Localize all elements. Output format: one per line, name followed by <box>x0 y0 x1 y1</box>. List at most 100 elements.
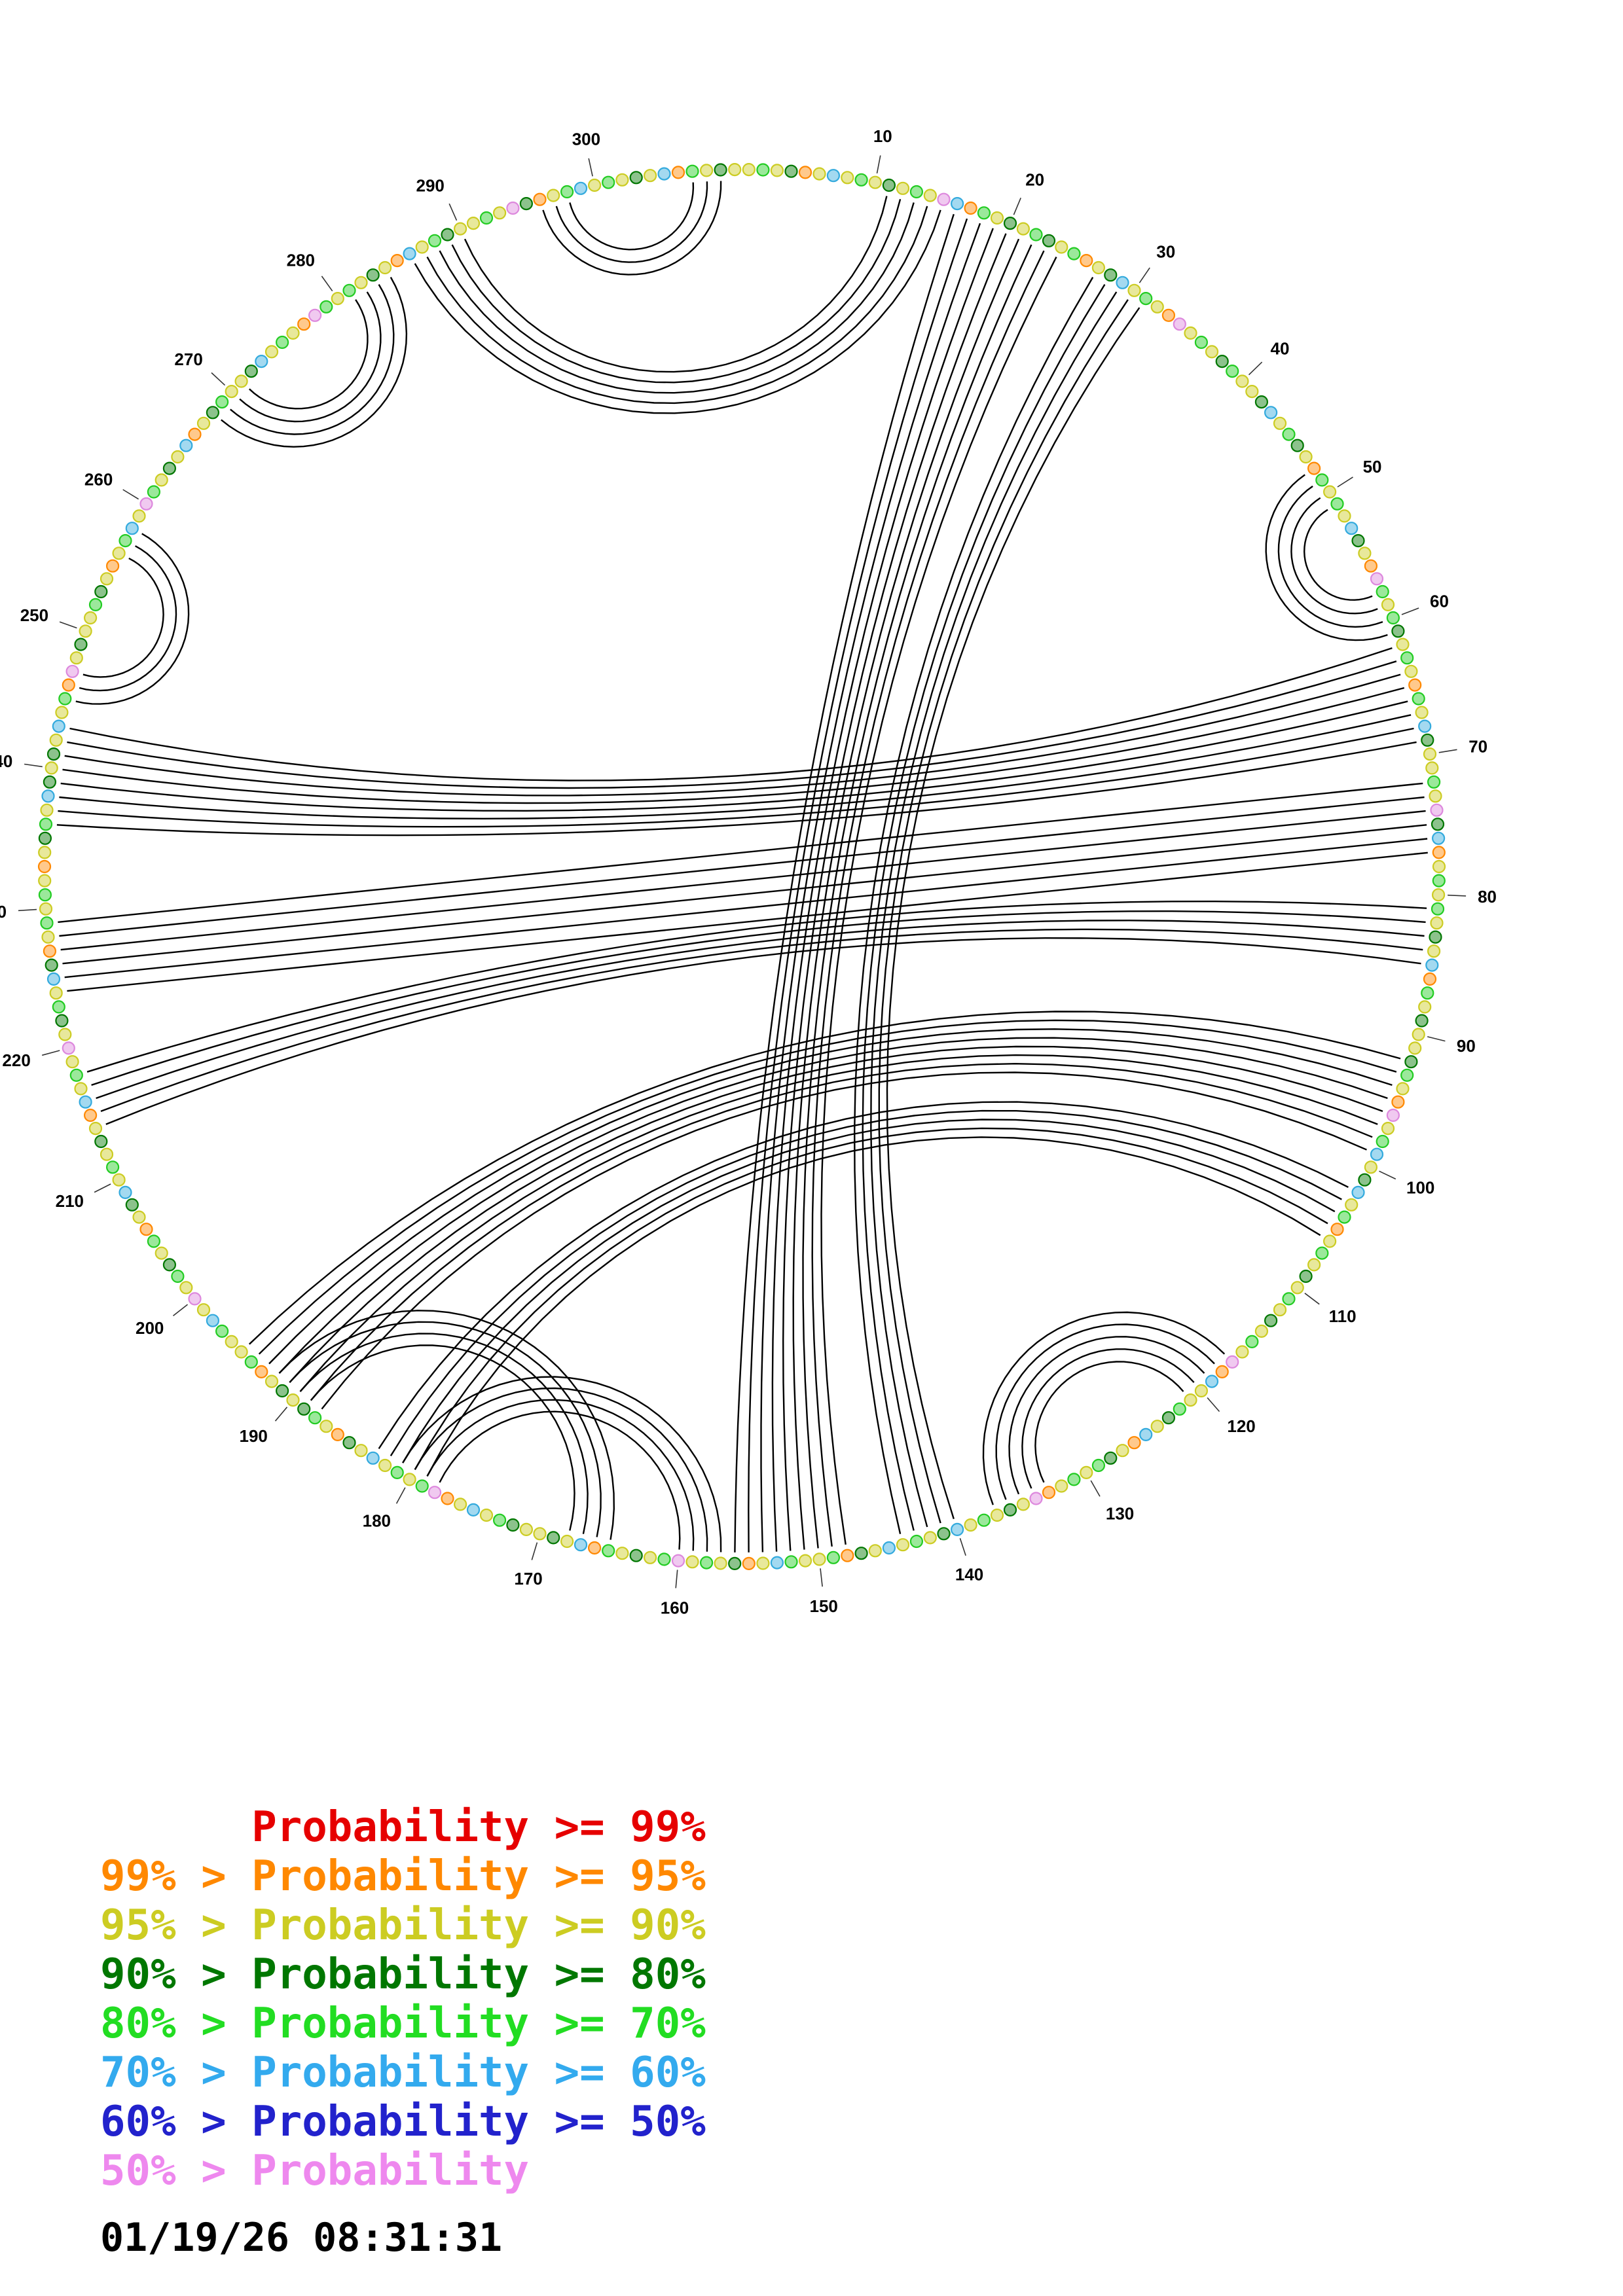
nucleotide-dot <box>492 1513 507 1527</box>
nucleotide-dot <box>685 1555 699 1569</box>
nucleotide-dot <box>1299 1269 1313 1283</box>
nucleotide-dot <box>286 326 300 340</box>
nucleotide-dot <box>378 260 392 275</box>
nucleotide-dot <box>58 692 72 706</box>
basepair-arc <box>995 1323 1215 1500</box>
nucleotide-dot <box>1391 1095 1405 1109</box>
nucleotide-dot <box>1139 292 1153 306</box>
nucleotide-dot <box>519 197 534 211</box>
nucleotide-dot <box>1322 485 1337 499</box>
nucleotide-dot <box>1425 958 1439 972</box>
nucleotide-dot <box>714 163 727 177</box>
nucleotide-dot <box>215 1324 229 1338</box>
tick-line <box>18 908 37 912</box>
nucleotide-dot <box>378 1458 392 1473</box>
tick-line <box>1438 749 1457 753</box>
basepair-arc <box>792 238 1020 1550</box>
nucleotide-dot <box>854 173 868 187</box>
nucleotide-dot <box>826 1551 841 1564</box>
nucleotide-dot <box>533 1527 547 1541</box>
basepair-arc <box>802 244 1032 1549</box>
legend-row-80-90: 90% > Probability >= 80% <box>100 1950 706 1999</box>
nucleotide-dot <box>264 1374 279 1388</box>
nucleotide-dot <box>671 166 685 179</box>
nucleotide-dot <box>106 559 120 573</box>
nucleotide-dot <box>1173 317 1186 331</box>
nucleotide-dot <box>1423 747 1437 761</box>
nucleotide-dot <box>1415 706 1429 719</box>
nucleotide-dot <box>1421 986 1434 1000</box>
nucleotide-dot <box>1016 1498 1030 1511</box>
nucleotide-dot <box>1338 509 1351 523</box>
nucleotide-dot <box>506 201 520 215</box>
nucleotide-dot <box>742 1556 756 1570</box>
nucleotide-dot <box>155 473 168 487</box>
basepair-arc <box>414 1387 708 1552</box>
nucleotide-dot <box>587 178 602 192</box>
basepair-arc <box>310 1344 575 1531</box>
nucleotide-dot <box>519 1522 534 1536</box>
arc-layer <box>56 181 1428 1552</box>
probability-legend: Probability >= 99% 99% > Probability >= … <box>100 1803 706 2261</box>
nucleotide-dot <box>1299 450 1313 464</box>
position-label: 140 <box>955 1564 983 1584</box>
nucleotide-dot <box>390 1465 404 1479</box>
basepair-arc <box>555 181 708 263</box>
nucleotide-dot <box>69 1068 83 1082</box>
position-label: 10 <box>873 126 892 146</box>
tick-line <box>448 203 458 221</box>
nucleotide-dot <box>1351 1185 1365 1200</box>
basepair-arc <box>248 1011 1401 1345</box>
nucleotide-dot <box>74 1082 88 1096</box>
nucleotide-dot <box>69 651 83 665</box>
nucleotide-dot <box>88 1121 103 1136</box>
nucleotide-dot <box>1432 888 1446 902</box>
nucleotide-dot <box>1264 406 1278 420</box>
nucleotide-dot <box>1358 1173 1372 1187</box>
nucleotide-dot <box>55 706 69 719</box>
nucleotide-dot <box>415 240 429 254</box>
position-label: 180 <box>363 1511 391 1531</box>
nucleotide-dot <box>1273 416 1287 430</box>
nucleotide-dot <box>354 1444 368 1458</box>
nucleotide-dot <box>39 902 53 916</box>
basepair-arc <box>64 838 1428 978</box>
nucleotide-dot <box>37 859 52 874</box>
nucleotide-dot <box>1376 1134 1389 1149</box>
nucleotide-dot <box>1067 247 1081 260</box>
nucleotide-dot <box>1055 240 1068 254</box>
nucleotide-dot <box>1091 260 1106 275</box>
nucleotide-dot <box>38 874 52 888</box>
nucleotide-dot <box>728 1556 742 1570</box>
basepair-arc <box>289 1045 1383 1384</box>
tick-line <box>1337 476 1353 488</box>
nucleotide-dot <box>1254 1324 1269 1338</box>
nucleotide-dot <box>1282 1292 1296 1306</box>
nucleotide-dot <box>1104 268 1118 282</box>
nucleotide-dot <box>685 164 699 178</box>
legend-row-90-95: 95% > Probability >= 90% <box>100 1901 706 1950</box>
basepair-arc <box>378 1101 1349 1450</box>
basepair-arc <box>62 824 1427 965</box>
basepair-arc <box>278 1310 615 1540</box>
nucleotide-dot <box>1003 1503 1017 1516</box>
basepair-arc <box>402 1119 1336 1463</box>
basepair-arc <box>79 545 177 692</box>
tick-line <box>321 276 333 292</box>
nucleotide-dot <box>1358 547 1372 560</box>
position-label: 230 <box>0 902 7 922</box>
nucleotide-dot <box>1338 1210 1351 1224</box>
basepair-arc <box>82 557 164 678</box>
basepair-arc <box>249 299 369 410</box>
position-label: 130 <box>1106 1504 1134 1524</box>
position-label: 270 <box>174 350 202 369</box>
nucleotide-dot <box>1226 1355 1239 1369</box>
nucleotide-dot <box>1194 1384 1209 1398</box>
nucleotide-dot <box>1104 1451 1118 1465</box>
legend-row-95-99: 99% > Probability >= 95% <box>100 1852 706 1901</box>
nucleotide-dot <box>643 169 657 183</box>
nucleotide-dot <box>1290 1281 1304 1295</box>
nucleotide-dot <box>1427 775 1441 789</box>
nucleotide-dot <box>1430 803 1444 817</box>
